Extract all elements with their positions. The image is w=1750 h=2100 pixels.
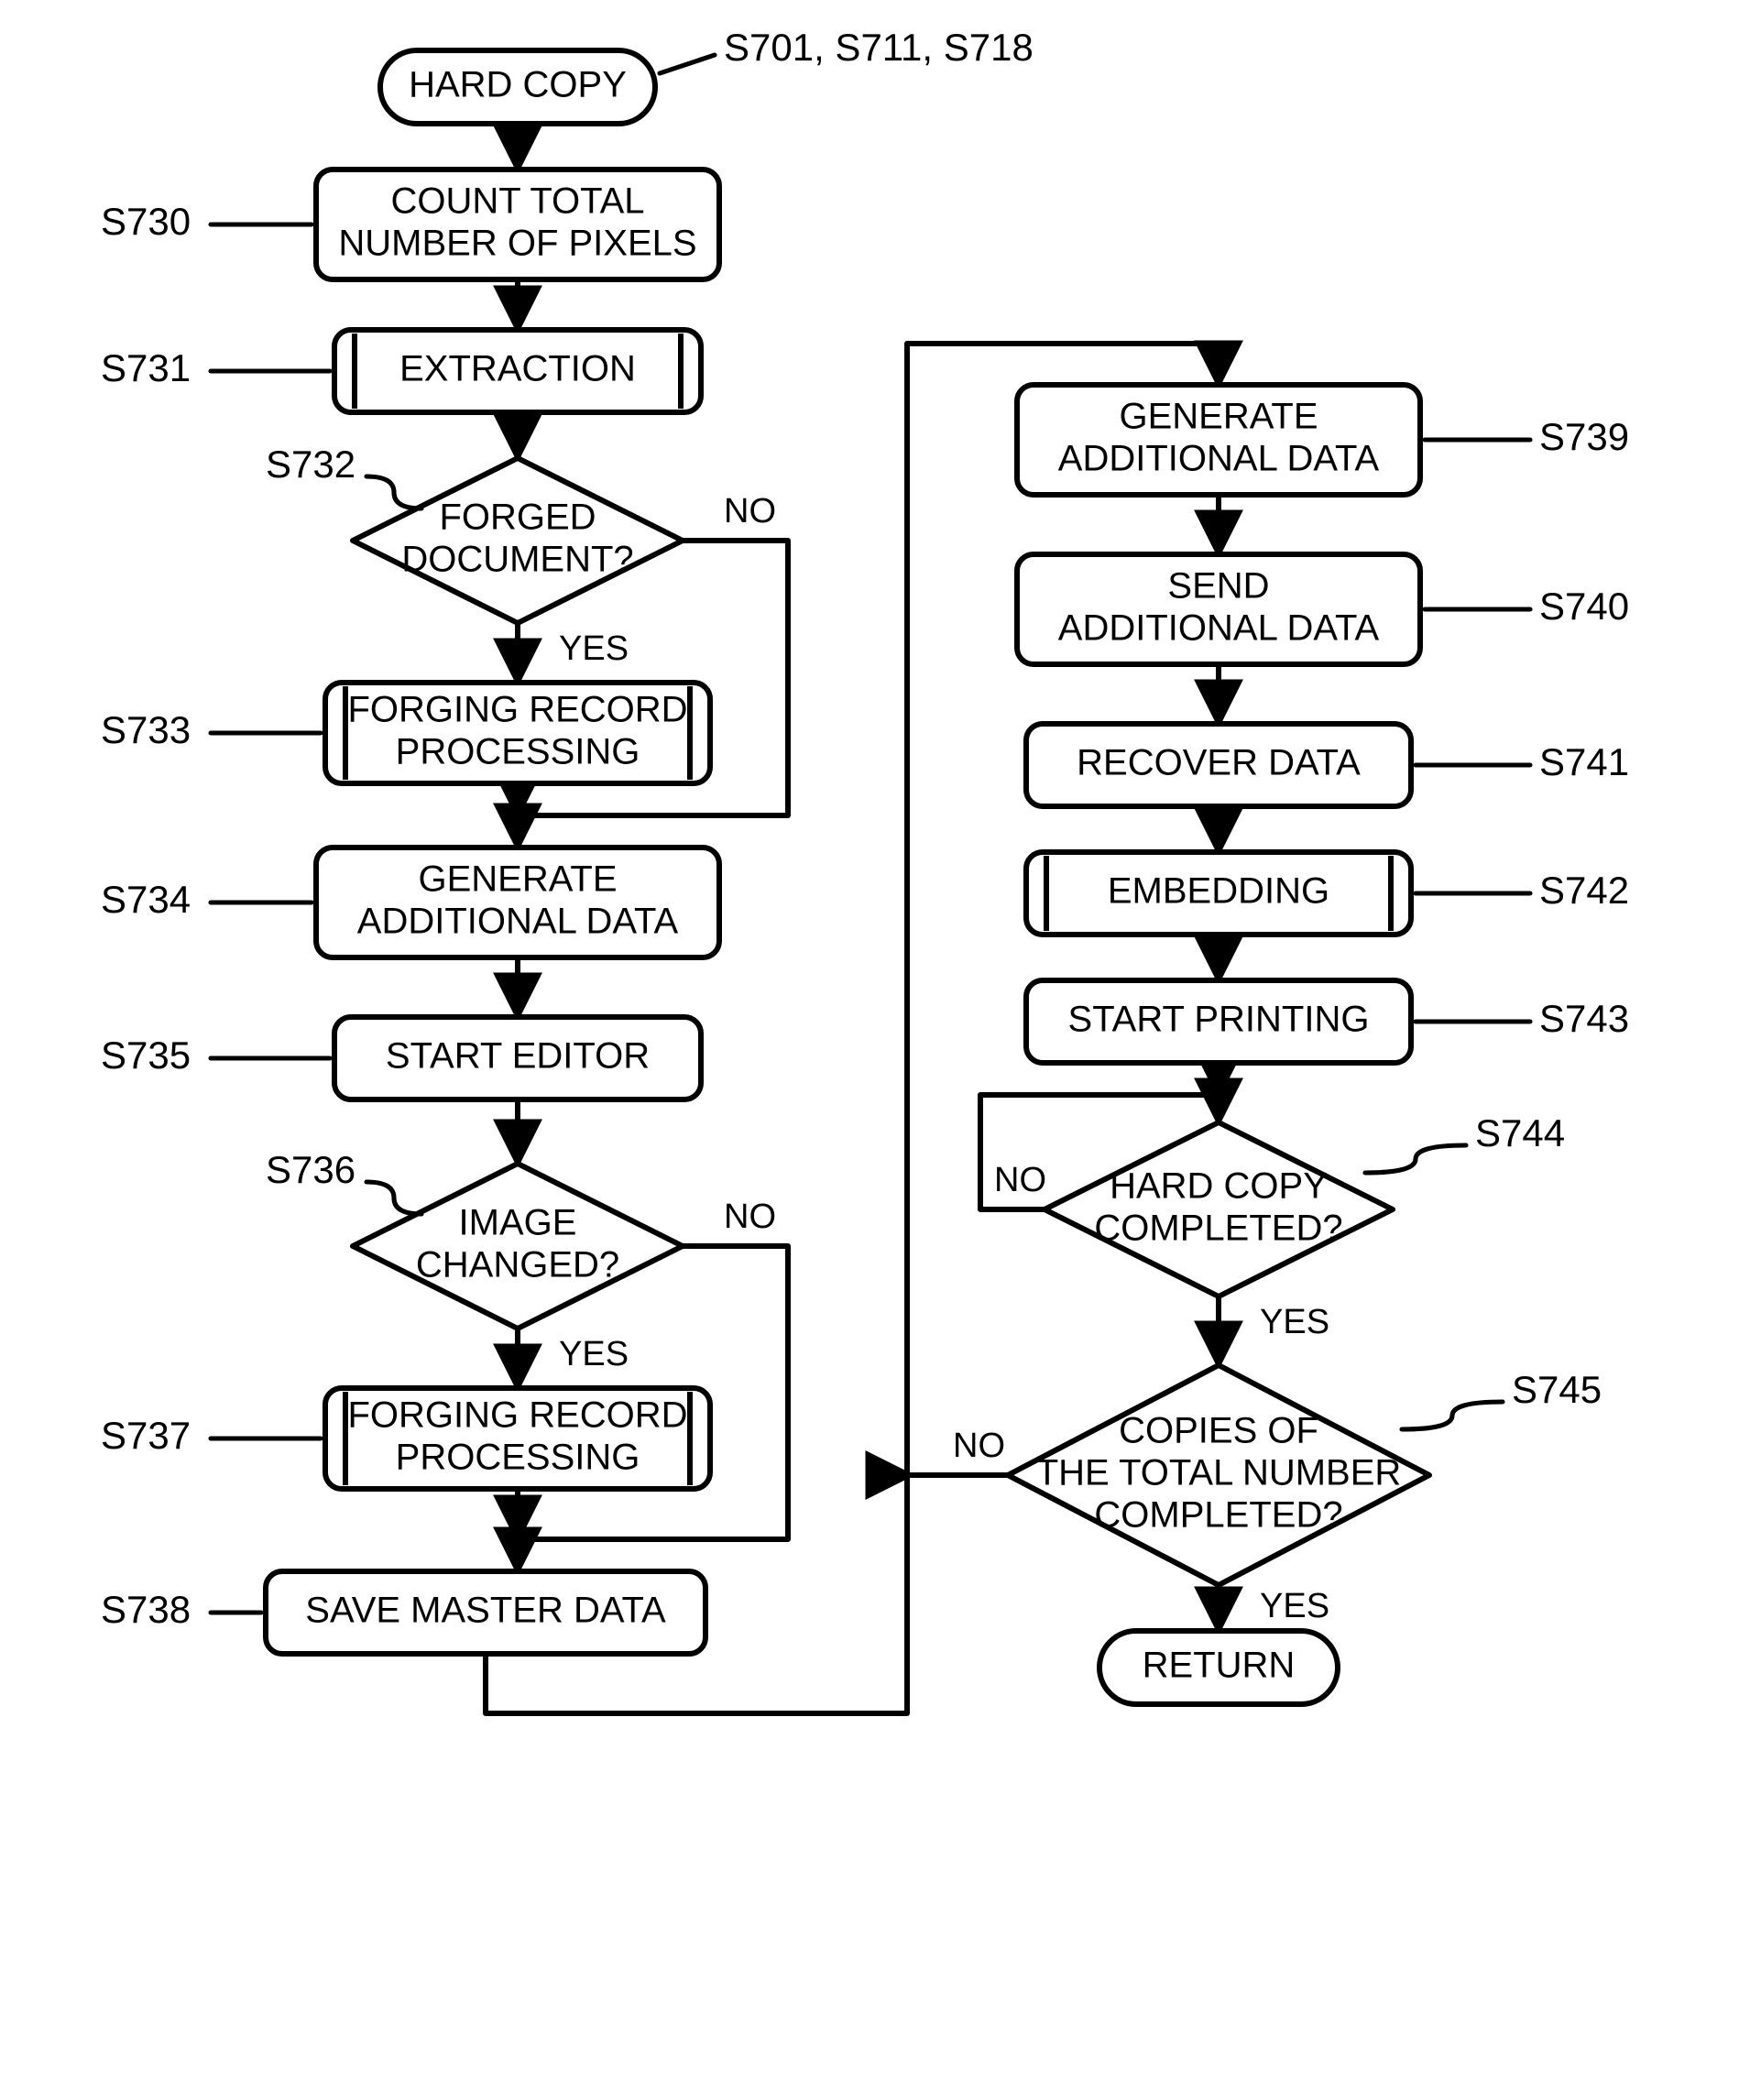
svg-text:SEND: SEND (1167, 566, 1269, 607)
step-label: S732 (266, 443, 355, 486)
svg-text:FORGED: FORGED (439, 498, 596, 538)
step-label: S735 (101, 1034, 191, 1077)
step-label: S731 (101, 346, 191, 389)
svg-text:GENERATE: GENERATE (1119, 397, 1318, 437)
svg-text:GENERATE: GENERATE (418, 859, 617, 900)
step-label: S736 (266, 1148, 355, 1191)
svg-text:ADDITIONAL DATA: ADDITIONAL DATA (1058, 608, 1380, 649)
step-label: S743 (1539, 997, 1629, 1040)
svg-text:RETURN: RETURN (1143, 1646, 1296, 1686)
svg-text:HARD COPY: HARD COPY (409, 65, 627, 105)
step-label: S744 (1475, 1111, 1565, 1154)
svg-text:HARD COPY: HARD COPY (1110, 1166, 1328, 1207)
svg-text:SAVE MASTER DATA: SAVE MASTER DATA (305, 1591, 666, 1631)
step-label: S738 (101, 1588, 191, 1631)
step-label: S701, S711, S718 (724, 26, 1034, 69)
svg-text:ADDITIONAL DATA: ADDITIONAL DATA (357, 902, 679, 942)
branch-label: YES (1260, 1587, 1329, 1625)
svg-text:NUMBER OF PIXELS: NUMBER OF PIXELS (338, 224, 696, 264)
svg-text:PROCESSING: PROCESSING (396, 732, 640, 772)
branch-label: NO (724, 492, 776, 530)
step-label: S730 (101, 200, 191, 243)
step-label: S742 (1539, 869, 1629, 912)
branch-label: NO (724, 1198, 776, 1236)
svg-text:COMPLETED?: COMPLETED? (1094, 1209, 1342, 1249)
svg-text:CHANGED?: CHANGED? (416, 1245, 619, 1285)
svg-text:FORGING RECORD: FORGING RECORD (347, 690, 687, 730)
branch-label: YES (1260, 1303, 1329, 1341)
svg-text:RECOVER DATA: RECOVER DATA (1077, 743, 1361, 783)
svg-text:START EDITOR: START EDITOR (386, 1036, 650, 1077)
svg-text:COUNT TOTAL: COUNT TOTAL (390, 181, 644, 222)
svg-text:FORGING RECORD: FORGING RECORD (347, 1395, 687, 1436)
branch-label: NO (994, 1161, 1046, 1199)
svg-text:COPIES OF: COPIES OF (1119, 1411, 1318, 1451)
svg-text:IMAGE: IMAGE (459, 1203, 577, 1243)
step-label: S734 (101, 878, 191, 921)
svg-text:START PRINTING: START PRINTING (1068, 1000, 1370, 1040)
step-label: S745 (1512, 1368, 1602, 1411)
svg-text:ADDITIONAL DATA: ADDITIONAL DATA (1058, 439, 1380, 479)
branch-label: YES (559, 1335, 629, 1373)
step-label: S741 (1539, 740, 1629, 783)
svg-text:EMBEDDING: EMBEDDING (1108, 871, 1329, 912)
step-label: S739 (1539, 415, 1629, 458)
svg-text:COMPLETED?: COMPLETED? (1094, 1495, 1342, 1536)
svg-text:THE TOTAL NUMBER: THE TOTAL NUMBER (1036, 1453, 1402, 1493)
step-label: S733 (101, 708, 191, 751)
svg-text:PROCESSING: PROCESSING (396, 1438, 640, 1478)
svg-text:EXTRACTION: EXTRACTION (399, 349, 636, 389)
branch-label: NO (953, 1427, 1005, 1465)
svg-text:DOCUMENT?: DOCUMENT? (401, 540, 633, 580)
branch-label: YES (559, 629, 629, 668)
step-label: S740 (1539, 585, 1629, 628)
step-label: S737 (101, 1414, 191, 1457)
